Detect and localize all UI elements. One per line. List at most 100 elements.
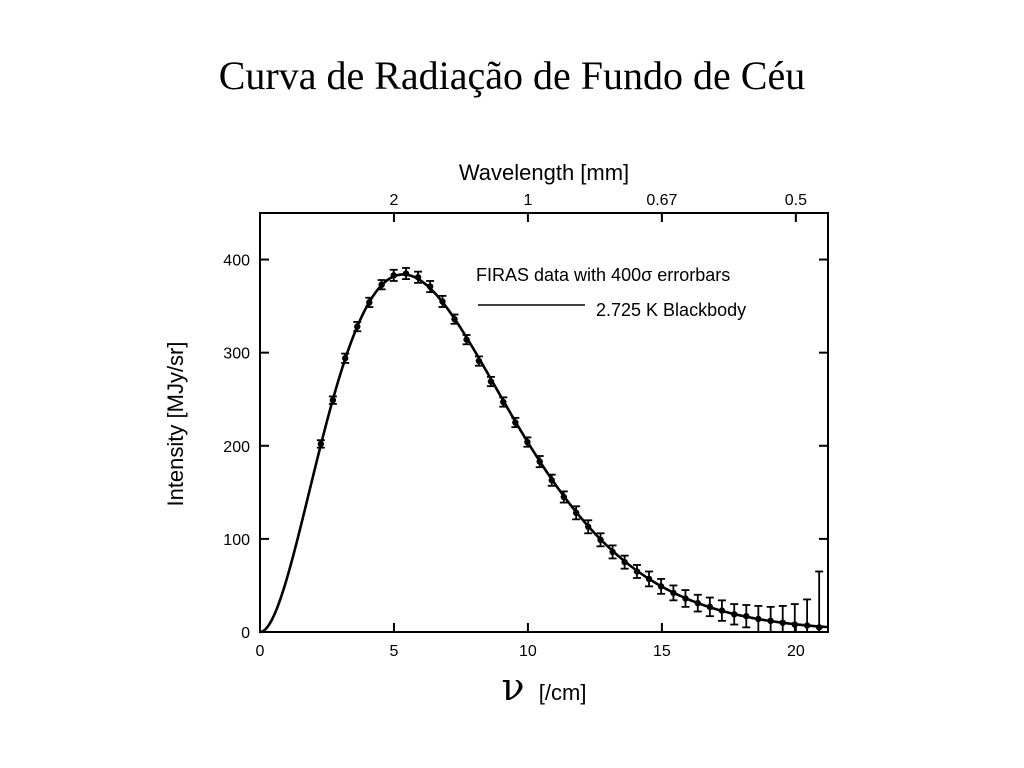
data-marker [463, 336, 470, 343]
data-marker [657, 583, 665, 590]
y-tick-label: 300 [223, 346, 250, 363]
data-point [681, 589, 690, 608]
data-point [511, 416, 520, 429]
data-marker [354, 323, 361, 330]
data-point [705, 596, 714, 618]
data-marker [329, 396, 337, 404]
legend-line-label: 2.725 K Blackbody [596, 300, 746, 320]
data-marker [390, 272, 397, 279]
data-marker [755, 615, 762, 623]
y-axis-label: Intensity [MJy/sr] [163, 341, 188, 506]
top-tick-label: 0.5 [785, 192, 807, 209]
data-point [365, 296, 374, 308]
data-point [790, 603, 799, 633]
data-marker [426, 283, 434, 290]
y-tick-label: 200 [223, 439, 250, 456]
top-tick-labels: 2 1 0.67 0.5 [390, 192, 808, 209]
data-marker [791, 621, 798, 628]
slide-title: Curva de Radiação de Fundo de Céu [218, 53, 806, 98]
data-marker [378, 281, 385, 288]
data-point [462, 334, 471, 346]
data-point [547, 473, 556, 487]
data-marker [682, 595, 689, 602]
data-marker [536, 458, 543, 465]
data-point [316, 439, 325, 449]
x-tick-labels: 0 5 10 15 20 [256, 643, 805, 660]
data-marker [512, 419, 519, 426]
data-point [766, 605, 775, 633]
y-tick-labels: 0 100 200 300 400 [223, 253, 250, 642]
x-tick-label: 10 [519, 643, 537, 660]
data-marker [560, 493, 568, 501]
data-point [596, 532, 605, 548]
x-tick-label: 0 [256, 643, 265, 660]
data-point [717, 599, 726, 622]
data-point [657, 578, 666, 595]
data-point [328, 395, 337, 405]
data-point [572, 505, 581, 521]
legend-data-label: FIRAS data with 400σ errorbars [476, 265, 730, 285]
data-point [414, 270, 423, 284]
data-marker [670, 589, 677, 597]
top-axis-label: Wavelength [mm] [459, 160, 629, 185]
x-axis-symbol: ν [502, 665, 525, 709]
data-point [815, 570, 824, 633]
x-axis-unit: [/cm] [539, 680, 587, 705]
data-point [669, 584, 678, 602]
data-point [778, 605, 787, 633]
data-point [402, 267, 411, 281]
y-tick-label: 0 [241, 625, 250, 642]
data-marker [572, 509, 580, 517]
data-point [608, 544, 617, 560]
data-marker [645, 575, 653, 583]
data-point [803, 598, 812, 633]
legend: FIRAS data with 400σ errorbars 2.725 K B… [476, 265, 746, 320]
data-point [584, 519, 593, 535]
firas-data-points [316, 267, 824, 633]
data-point [620, 554, 629, 570]
data-point [341, 352, 350, 364]
blackbody-curve [259, 273, 828, 634]
data-marker [694, 599, 701, 607]
data-point [353, 321, 362, 333]
data-point [377, 279, 386, 291]
data-point [523, 436, 532, 448]
data-point [645, 570, 654, 588]
data-marker [451, 315, 458, 323]
data-marker [524, 438, 531, 446]
data-point [535, 455, 544, 469]
data-marker [475, 357, 483, 365]
data-marker [317, 440, 325, 448]
data-marker [743, 612, 750, 620]
data-marker [633, 568, 641, 575]
data-marker [609, 548, 616, 556]
data-marker [342, 355, 349, 362]
data-marker [597, 536, 604, 544]
data-marker [414, 274, 422, 281]
data-marker [718, 607, 726, 614]
top-tick-label: 0.67 [646, 192, 677, 209]
data-point [632, 564, 641, 579]
data-point [499, 396, 508, 408]
data-point [559, 490, 568, 504]
data-marker [731, 611, 738, 618]
data-point [426, 280, 435, 294]
data-point [742, 604, 751, 629]
top-tick-label: 2 [390, 192, 399, 209]
y-tick-label: 400 [223, 253, 250, 270]
data-point [474, 355, 483, 367]
data-point [754, 605, 763, 633]
data-marker [439, 298, 446, 305]
data-marker [402, 270, 410, 277]
data-point [438, 294, 447, 308]
data-marker [548, 477, 555, 484]
data-point [730, 603, 739, 626]
data-marker [500, 398, 507, 406]
data-point [389, 268, 398, 282]
plot-frame [259, 212, 829, 633]
data-marker [815, 624, 823, 631]
data-marker [767, 617, 774, 625]
x-tick-label: 20 [787, 643, 805, 660]
data-marker [487, 378, 495, 385]
